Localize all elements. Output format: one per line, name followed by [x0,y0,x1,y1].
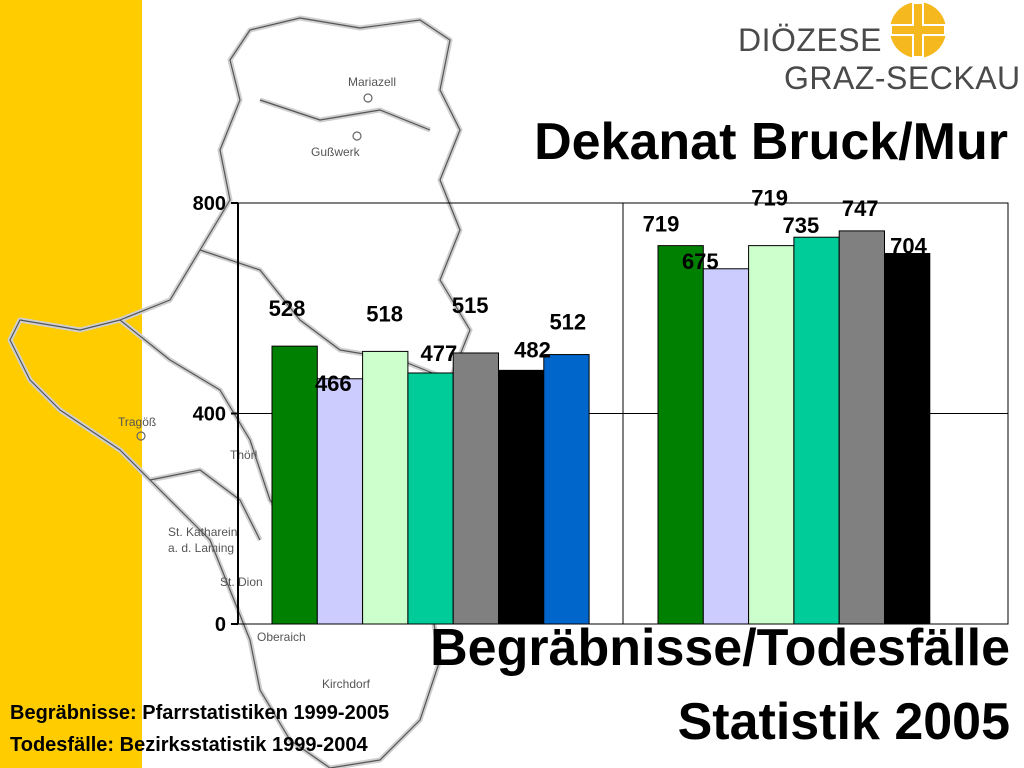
map-place-kirchdorf: Kirchdorf [322,677,371,691]
data-label-0-1: 466 [315,371,352,396]
map-place-gusswerk: Gußwerk [311,145,361,159]
data-label-0-3: 477 [421,341,458,366]
bar-begrbnisse-6 [543,354,590,625]
bar-layer [271,230,931,625]
data-label-1-0: 719 [643,212,680,237]
bar-begrbnisse-4 [452,352,500,625]
source-note-begraebnisse: Begräbnisse: Pfarrstatistiken 1999-2005 [10,702,390,724]
y-tick-label-1: 400 [193,404,226,426]
data-label-1-4: 747 [842,196,879,221]
map-place-tragoess: Tragöß [118,415,156,429]
bar-todesflle-2 [748,245,795,625]
map-place-thoerl: Thörl [230,448,257,462]
dioezese-logo: DIÖZESE GRAZ-SECKAU [728,0,1024,100]
bar-begrbnisse-1 [316,378,364,625]
data-label-0-4: 515 [452,293,489,318]
bar-begrbnisse-0 [271,345,318,625]
data-label-0-0: 528 [269,296,306,321]
bar-todesflle-0 [657,245,704,625]
subtitle-line-1: Begräbnisse/Todesfälle [430,619,1010,677]
subtitle-line-2: Statistik 2005 [677,693,1010,751]
bar-todesflle-4 [838,230,886,625]
bar-todesflle-5 [884,253,931,625]
source-note-todesfaelle: Todesfälle: Bezirksstatistik 1999-2004 [10,734,368,756]
data-label-0-2: 518 [366,301,403,326]
data-label-1-2: 719 [751,186,788,211]
map-place-mariazell: Mariazell [348,75,396,89]
yellow-side-stripe [0,0,142,768]
data-label-0-6: 512 [549,310,586,335]
y-tick-label-2: 800 [193,193,226,215]
logo-line-graz-seckau: GRAZ-SECKAU [784,60,1021,96]
map-place-st-katharein: St. Katharein [168,525,237,539]
logo-line-dioezese: DIÖZESE [738,22,882,58]
map-place-oberaich: Oberaich [257,630,306,644]
axis-layer: 0 400 800 [193,193,239,636]
slide-title: Dekanat Bruck/Mur [534,113,1008,171]
map-place-laming: a. d. Laming [168,541,234,555]
bar-todesflle-3 [793,236,840,625]
cross-logo-icon [890,2,946,58]
bar-todesflle-1 [702,268,750,625]
y-tick-label-0: 0 [215,614,226,636]
data-label-1-5: 704 [890,234,927,259]
bar-begrbnisse-5 [498,369,545,625]
data-label-0-5: 482 [514,337,551,362]
bar-begrbnisse-3 [407,372,454,625]
data-label-1-3: 735 [783,213,820,238]
map-place-st-dion: St. Dion [220,575,263,589]
data-label-1-1: 675 [682,249,719,274]
bar-begrbnisse-2 [362,350,409,625]
